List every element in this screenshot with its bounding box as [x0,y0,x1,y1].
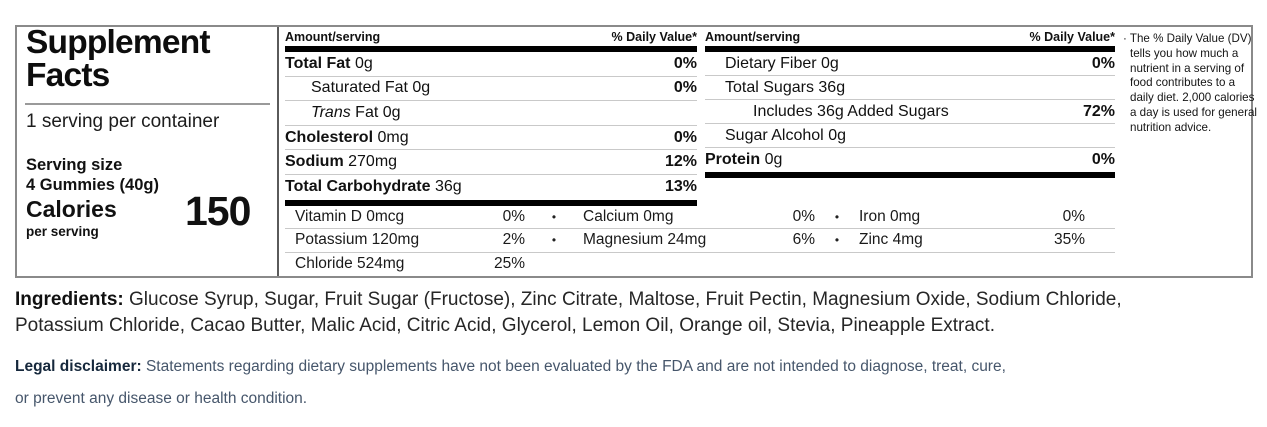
left-column-divider [277,27,279,276]
footnote-text: The % Daily Value (DV) tells you how muc… [1129,32,1257,134]
panel-title: Supplement Facts [26,24,211,94]
nutrient-row-sodium: Sodium 270mg 12% [285,150,697,175]
thick-bar [285,46,697,52]
thick-bar [285,200,697,206]
calories-value: 150 [185,188,251,234]
ingredients-text: Glucose Syrup, Sugar, Fruit Sugar (Fruct… [15,289,1122,336]
thick-bar [705,172,1115,178]
nutrient-row-total-carbohydrate: Total Carbohydrate 36g 13% [285,178,697,196]
nutrient-column-left: Amount/serving % Daily Value* Total Fat … [285,27,697,276]
micronutrient-table: Vitamin D 0mcg 0% • Calcium 0mg 0% • Iro… [285,206,1115,276]
ingredients-paragraph: Ingredients: Glucose Syrup, Sugar, Fruit… [15,287,1165,339]
micronutrient-row: Vitamin D 0mcg 0% • Calcium 0mg 0% • Iro… [285,206,1115,230]
nutrient-row-total-fat: Total Fat 0g 0% [285,52,697,77]
amount-serving-header: Amount/serving [705,30,801,44]
nutrient-rows: Total Fat 0g 0% Saturated Fat 0g 0% Tran… [285,52,697,200]
nutrient-row-total-sugars: Total Sugars 36g [705,76,1115,100]
nutrient-rows: Dietary Fiber 0g 0% Total Sugars 36g Inc… [705,52,1115,172]
legal-disclaimer-label: Legal disclaimer: [15,358,142,375]
supplement-facts-panel: Supplement Facts 1 serving per container… [15,24,1257,278]
micronutrient-row: Chloride 524mg 25% [295,255,525,273]
title-rule [25,103,270,105]
ingredients-label: Ingredients: [15,289,124,310]
nutrient-row-protein: Protein 0g 0% [705,151,1115,168]
nutrient-row-sugar-alcohol: Sugar Alcohol 0g [705,124,1115,148]
legal-disclaimer-text: Statements regarding dietary supplements… [15,358,1006,407]
nutrient-row-added-sugars: Includes 36g Added Sugars 72% [705,100,1115,124]
amount-serving-header: Amount/serving [285,30,381,44]
column-header: Amount/serving % Daily Value* [285,30,697,47]
bullet-separator: • [551,210,557,225]
nutrient-row-saturated-fat: Saturated Fat 0g 0% [285,77,697,102]
nutrient-row-dietary-fiber: Dietary Fiber 0g 0% [705,52,1115,76]
servings-per-container: 1 serving per container [26,111,220,132]
column-header: Amount/serving % Daily Value* [705,30,1115,47]
bullet-separator: • [551,233,557,248]
nutrient-column-right: Amount/serving % Daily Value* Dietary Fi… [705,27,1115,276]
serving-size-label: Serving size [26,156,123,174]
serving-size-value: 4 Gummies (40g) [26,176,159,194]
thick-bar [705,46,1115,52]
calories-label: Calories [26,196,117,222]
calories-sublabel: per serving [26,224,99,239]
daily-value-header: % Daily Value* [1029,30,1115,44]
daily-value-footnote: · The % Daily Value (DV) tells you how m… [1123,32,1260,136]
legal-disclaimer-paragraph: Legal disclaimer: Statements regarding d… [15,351,1020,415]
serving-size-block: Serving size 4 Gummies (40g) [26,155,159,195]
bullet-separator: • [834,233,840,248]
bullet-separator: • [834,210,840,225]
nutrient-row-trans-fat: Trans Fat 0g [285,101,697,126]
micronutrient-row: Potassium 120mg 2% • Magnesium 24mg 6% •… [285,229,1115,253]
nutrient-row-cholesterol: Cholesterol 0mg 0% [285,126,697,151]
footnote-bullet: · [1123,32,1127,45]
daily-value-header: % Daily Value* [611,30,697,44]
